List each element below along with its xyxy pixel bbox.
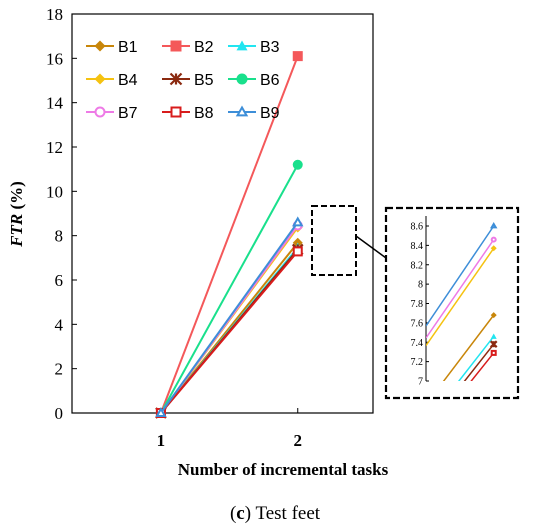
zoom-box xyxy=(311,205,357,276)
legend-marker xyxy=(170,106,182,118)
inset-series-b8 xyxy=(470,349,497,381)
y-tick-label: 10 xyxy=(46,182,63,201)
zoom-callout xyxy=(311,205,387,276)
series-line xyxy=(160,221,299,414)
series-b8 xyxy=(155,246,303,418)
y-tick-label: 12 xyxy=(46,138,63,157)
series-line xyxy=(160,250,299,414)
inset-y-tick-label: 8.6 xyxy=(411,222,424,233)
caption-text: Test feet xyxy=(251,503,321,524)
inset-data-point xyxy=(490,236,497,243)
inset-y-tick-label: 7.6 xyxy=(411,318,424,329)
series-b9 xyxy=(155,216,304,417)
legend-item-b5: B5 xyxy=(162,72,214,89)
legend-marker xyxy=(169,72,183,86)
series-layer xyxy=(155,51,304,419)
legend-marker xyxy=(170,40,182,52)
inset-series-b1 xyxy=(442,312,497,381)
legend-label: B7 xyxy=(118,105,138,122)
inset-data-point xyxy=(490,349,497,356)
y-tick-label: 16 xyxy=(46,49,63,68)
y-tick-label: 6 xyxy=(55,271,64,290)
legend-item-b4: B4 xyxy=(86,72,138,89)
legend-item-b9: B9 xyxy=(228,105,280,122)
zoom-connector xyxy=(355,235,387,259)
inset-data-point xyxy=(489,340,498,348)
inset-series-layer xyxy=(426,222,498,381)
legend-item-b1: B1 xyxy=(86,39,138,56)
inset-y-tick-label: 8 xyxy=(418,280,423,291)
legend-label: B8 xyxy=(194,105,214,122)
inset-series-line xyxy=(457,335,495,381)
inset-series-line xyxy=(426,247,495,347)
caption: (c) Test feet xyxy=(230,503,321,524)
y-axis-label: FTR (%) xyxy=(7,181,26,248)
inset-series-b3 xyxy=(457,333,497,381)
legend-label: B4 xyxy=(118,72,138,89)
inset-series-line xyxy=(463,343,495,381)
caption-letter: c xyxy=(236,503,244,524)
y-tick-label: 4 xyxy=(55,315,64,334)
y-axis-label-unit: (%) xyxy=(7,181,26,214)
inset-y-tick-label: 7.4 xyxy=(411,338,424,349)
inset-series-line xyxy=(470,352,495,381)
y-tick-label: 14 xyxy=(46,94,64,113)
inset-series-b5 xyxy=(463,340,498,381)
y-tick-label: 0 xyxy=(55,404,64,423)
legend-label: B6 xyxy=(260,72,280,89)
inset-y-tick-label: 8.4 xyxy=(411,241,424,252)
legend-item-b8: B8 xyxy=(162,105,214,122)
inset-series-b7 xyxy=(426,236,497,339)
inset-series-b9 xyxy=(426,222,498,327)
x-tick-label: 1 xyxy=(157,431,166,450)
x-axis-label: Number of incremental tasks xyxy=(178,460,389,479)
legend-marker xyxy=(94,106,106,118)
legend-marker xyxy=(94,40,106,52)
series-b2 xyxy=(155,51,303,418)
inset-chart: 7 7.2 7.4 7.6 7.8 8 8.2 8.4 8.6 xyxy=(384,206,520,400)
x-tick-label: 2 xyxy=(294,431,303,450)
inset-series-b4 xyxy=(426,245,497,347)
legend-marker xyxy=(236,40,248,51)
inset-y-tick-label: 7.2 xyxy=(411,357,424,368)
plot-frame xyxy=(71,13,374,414)
legend: B1 B2 B3 B4 B5 B6 B7 B8 B9 xyxy=(86,39,280,122)
legend-item-b3: B3 xyxy=(228,39,280,56)
data-point xyxy=(292,51,303,62)
legend-item-b2: B2 xyxy=(162,39,214,56)
legend-label: B9 xyxy=(260,105,280,122)
legend-item-b6: B6 xyxy=(228,72,280,89)
y-tick-label: 8 xyxy=(55,227,64,246)
data-point xyxy=(155,406,167,417)
series-line xyxy=(160,164,299,414)
legend-marker xyxy=(94,73,106,85)
y-tick-label: 18 xyxy=(46,5,63,24)
legend-label: B2 xyxy=(194,39,214,56)
data-point xyxy=(292,159,303,170)
inset-y-tick-label: 7.8 xyxy=(411,299,424,310)
inset-series-line xyxy=(426,239,495,339)
legend-label: B5 xyxy=(194,72,214,89)
legend-label: B3 xyxy=(260,39,280,56)
y-axis-label-main: FTR xyxy=(7,214,26,248)
inset-data-point xyxy=(490,312,497,319)
legend-label: B1 xyxy=(118,39,138,56)
inset-y-tick-label: 8.2 xyxy=(411,260,424,271)
legend-marker xyxy=(236,73,248,85)
data-point xyxy=(292,246,303,257)
inset-series-line xyxy=(426,225,495,327)
inset-y-tick-label: 7 xyxy=(418,377,423,388)
inset-data-point xyxy=(490,245,497,252)
series-b6 xyxy=(155,159,303,418)
inset-data-point xyxy=(490,333,497,339)
data-point xyxy=(292,216,304,227)
legend-item-b7: B7 xyxy=(86,105,138,122)
inset-series-line xyxy=(442,314,495,381)
legend-marker xyxy=(235,105,249,117)
series-line xyxy=(159,55,299,414)
y-tick-label: 2 xyxy=(55,360,64,379)
inset-data-point xyxy=(489,222,498,229)
